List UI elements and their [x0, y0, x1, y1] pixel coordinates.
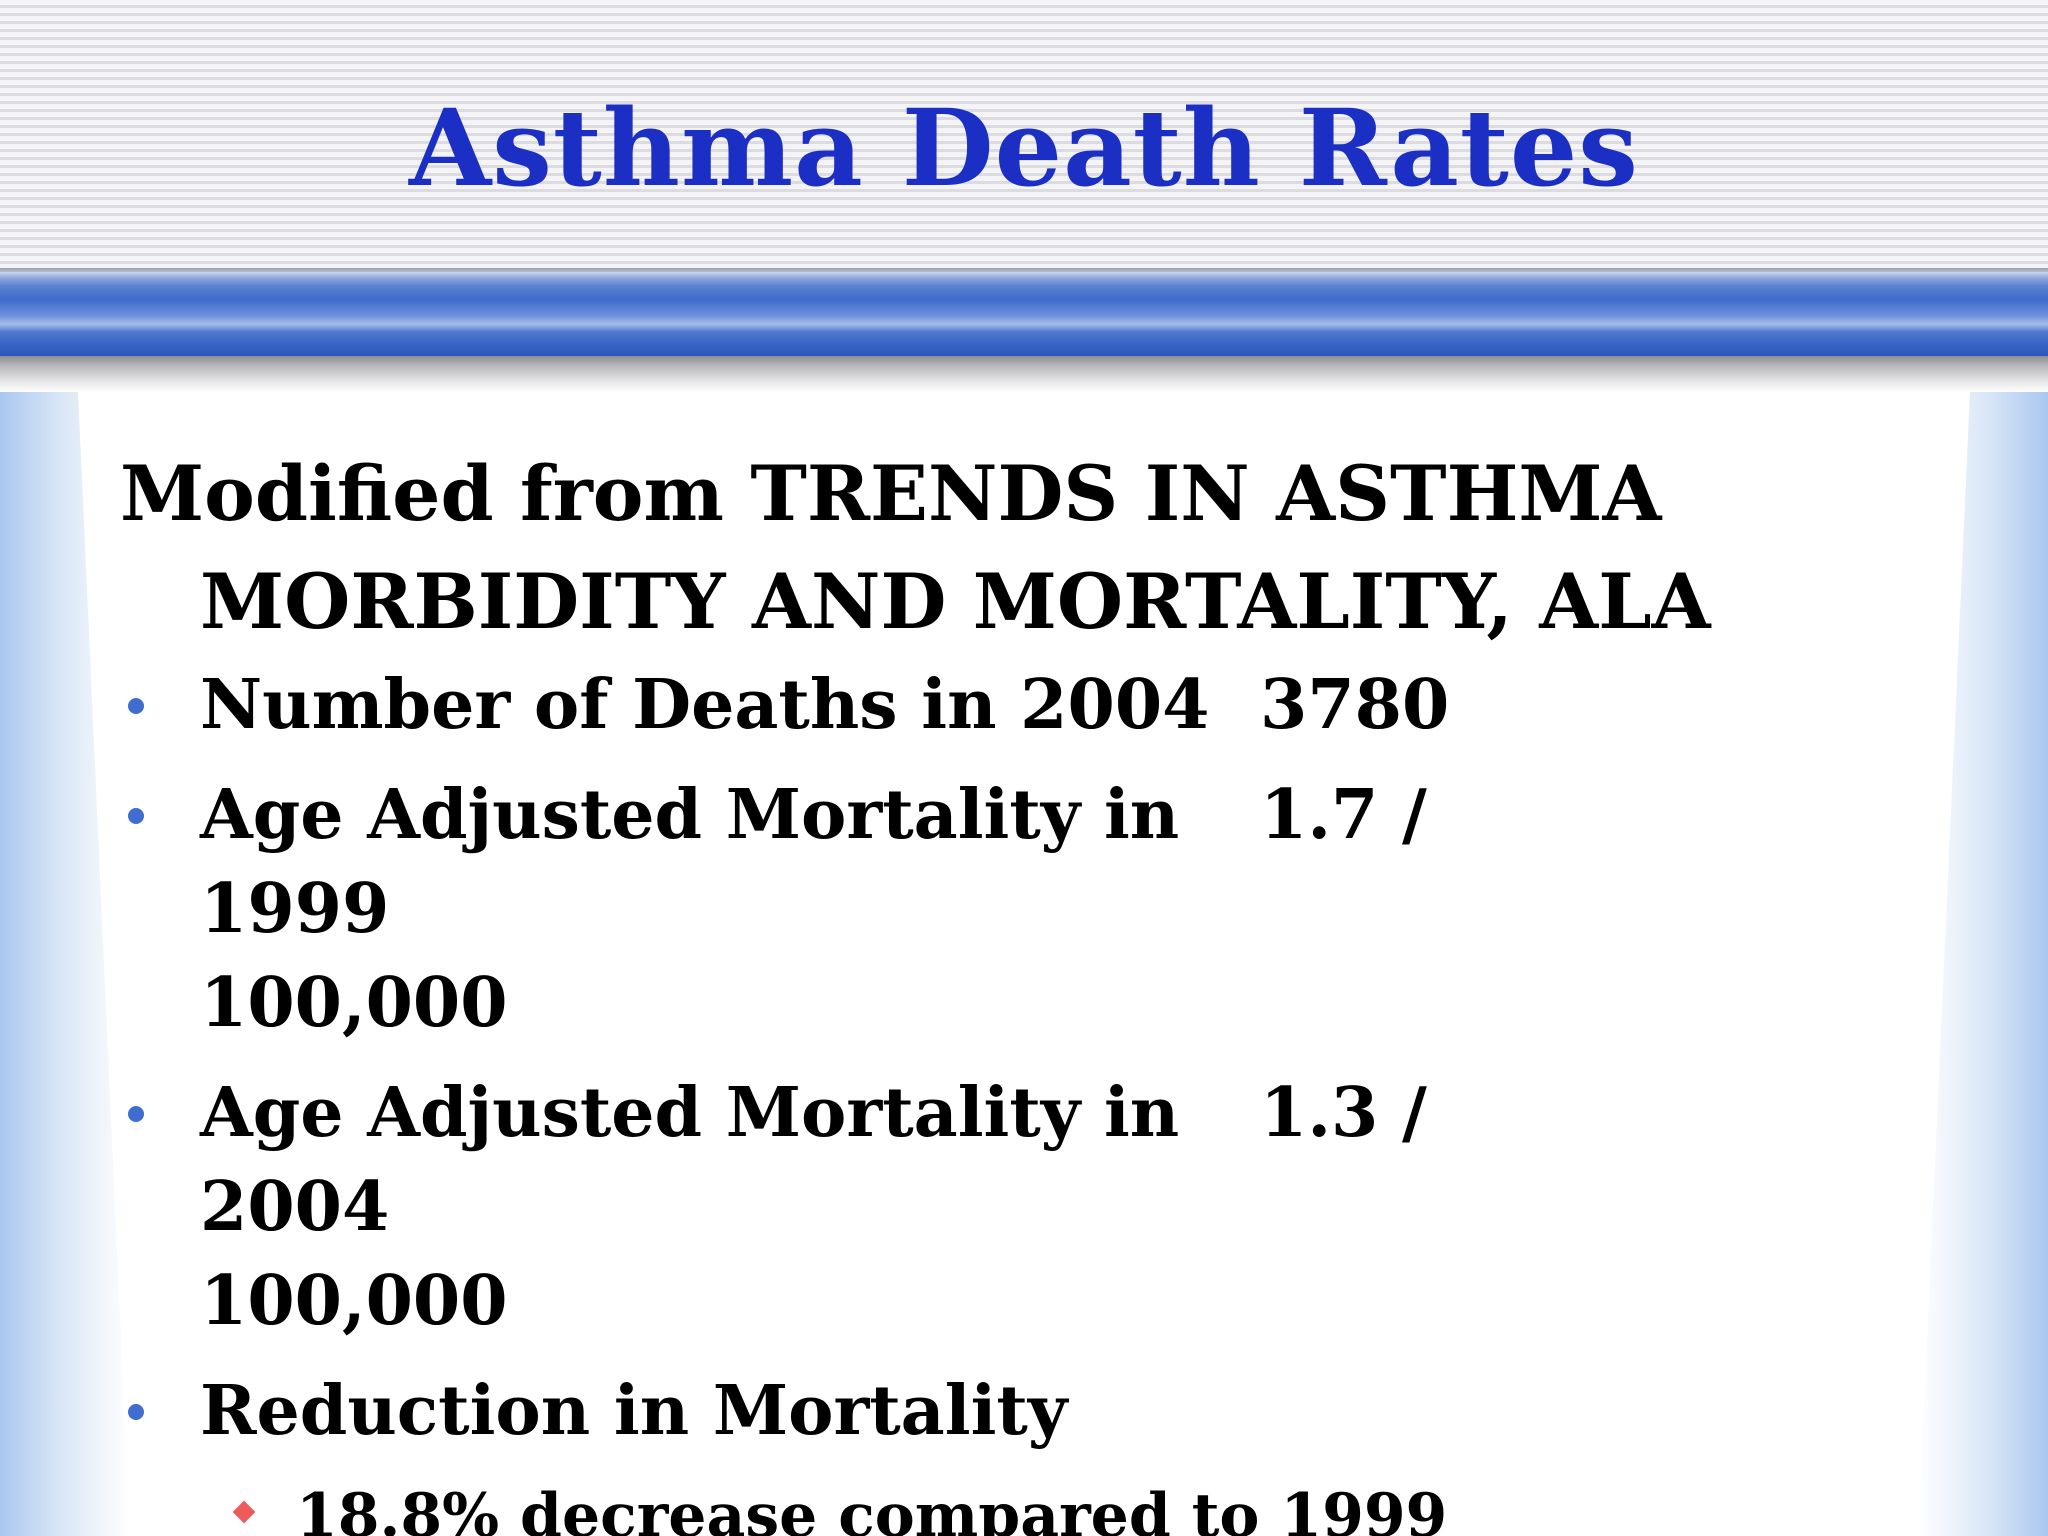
bullet-item: Reduction in Mortality — [120, 1364, 1920, 1458]
bullet-label: Age Adjusted Mortality in 1999 — [200, 775, 1180, 949]
bullet-dot-icon — [128, 808, 144, 824]
header-divider-line — [0, 268, 2048, 274]
bullet-label: Age Adjusted Mortality in 2004 — [200, 1073, 1180, 1247]
bullet-row: Age Adjusted Mortality in 2004 1.3 / — [200, 1066, 1920, 1254]
bullet-value-continuation: 100,000 — [200, 963, 508, 1043]
sub-bullet-text: 18.8% decrease compared to 1999 — [296, 1481, 1448, 1536]
bullet-dot-icon — [128, 1404, 144, 1420]
left-side-gradient — [0, 392, 130, 1536]
bullet-row: Number of Deaths in 2004 3780 — [200, 658, 1920, 752]
slide-body: Modified from TRENDS IN ASTHMA MORBIDITY… — [120, 440, 1920, 1536]
bullet-item: Age Adjusted Mortality in 2004 1.3 / 100… — [120, 1066, 1920, 1348]
sub-bullet-item: 18.8% decrease compared to 1999 — [120, 1474, 1920, 1536]
accent-bar-shadow — [0, 356, 2048, 392]
bullet-row: Reduction in Mortality — [200, 1364, 1920, 1458]
slide-title: Asthma Death Rates — [409, 85, 1639, 210]
bullet-label: Number of Deaths in 2004 — [200, 665, 1210, 745]
bullet-row: Age Adjusted Mortality in 1999 1.7 / — [200, 768, 1920, 956]
right-side-gradient — [1918, 392, 2048, 1536]
bullet-value: 3780 — [1260, 665, 1450, 745]
blue-accent-bar — [0, 272, 2048, 356]
bullet-value-continuation: 100,000 — [200, 1261, 508, 1341]
bullet-value: 1.3 / — [1260, 1073, 1427, 1153]
diamond-bullet-icon — [232, 1500, 256, 1524]
bullet-value: 1.7 / — [1260, 775, 1427, 855]
bullet-item: Age Adjusted Mortality in 1999 1.7 / 100… — [120, 768, 1920, 1050]
bullet-item: Number of Deaths in 2004 3780 — [120, 658, 1920, 752]
bullet-label: Reduction in Mortality — [200, 1371, 1068, 1451]
bullet-dot-icon — [128, 1106, 144, 1122]
bullet-dot-icon — [128, 698, 144, 714]
intro-text: Modified from TRENDS IN ASTHMA MORBIDITY… — [120, 449, 1711, 646]
striped-header-band — [0, 0, 2048, 272]
